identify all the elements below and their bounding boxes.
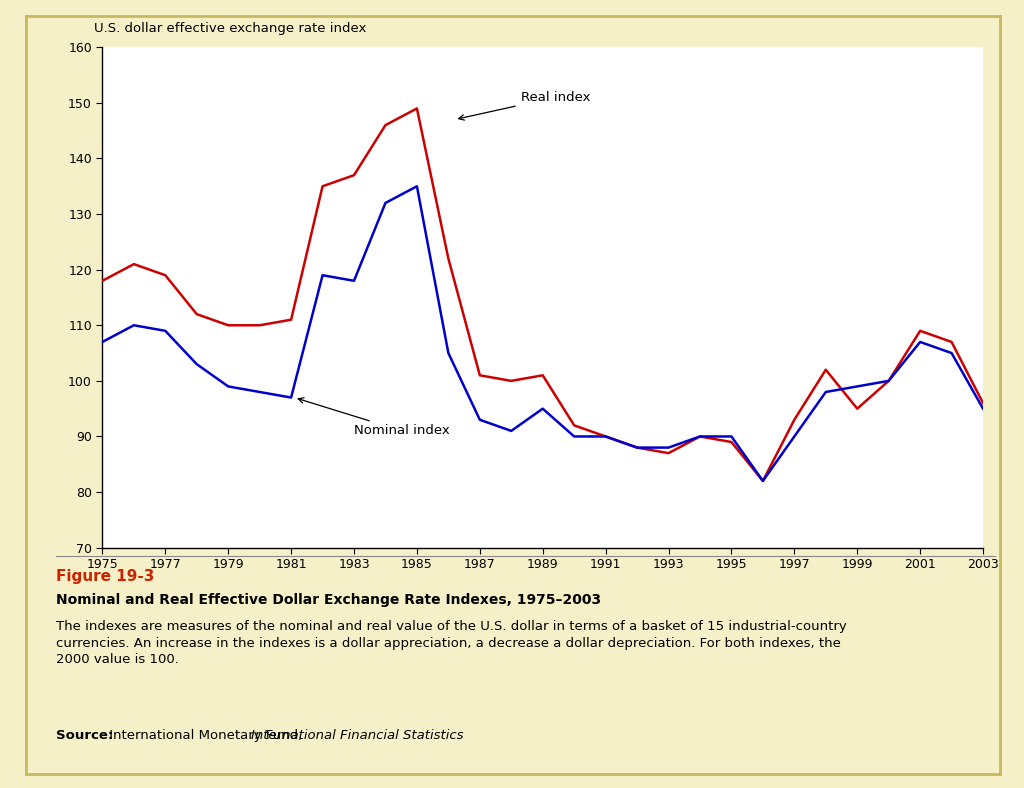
- Text: Nominal index: Nominal index: [298, 398, 450, 437]
- Text: The indexes are measures of the nominal and real value of the U.S. dollar in ter: The indexes are measures of the nominal …: [56, 620, 847, 633]
- Text: 2000 value is 100.: 2000 value is 100.: [56, 653, 179, 666]
- Text: Real index: Real index: [459, 91, 590, 120]
- Text: International Financial Statistics: International Financial Statistics: [251, 729, 464, 742]
- Text: Nominal and Real Effective Dollar Exchange Rate Indexes, 1975–2003: Nominal and Real Effective Dollar Exchan…: [56, 593, 601, 607]
- Text: Source:: Source:: [56, 729, 114, 742]
- Text: .: .: [402, 729, 407, 742]
- Text: currencies. An increase in the indexes is a dollar appreciation, a decrease a do: currencies. An increase in the indexes i…: [56, 637, 841, 649]
- Text: Figure 19-3: Figure 19-3: [56, 569, 155, 584]
- Text: International Monetary Fund,: International Monetary Fund,: [105, 729, 307, 742]
- Text: U.S. dollar effective exchange rate index: U.S. dollar effective exchange rate inde…: [93, 22, 366, 35]
